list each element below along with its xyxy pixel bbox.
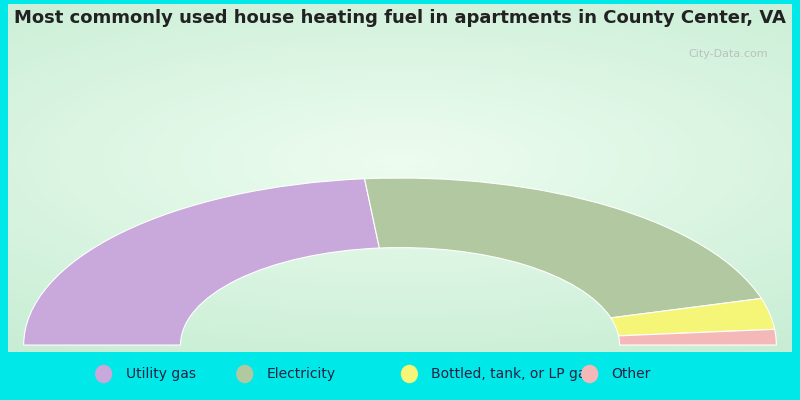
Text: Electricity: Electricity xyxy=(266,367,336,381)
Text: Bottled, tank, or LP gas: Bottled, tank, or LP gas xyxy=(431,367,594,381)
Ellipse shape xyxy=(95,365,112,383)
Wedge shape xyxy=(618,329,776,345)
Ellipse shape xyxy=(236,365,254,383)
Wedge shape xyxy=(24,179,379,345)
Text: Utility gas: Utility gas xyxy=(126,367,195,381)
Ellipse shape xyxy=(581,365,598,383)
Ellipse shape xyxy=(401,365,418,383)
Wedge shape xyxy=(365,178,762,318)
Text: Most commonly used house heating fuel in apartments in County Center, VA: Most commonly used house heating fuel in… xyxy=(14,9,786,27)
Wedge shape xyxy=(611,298,774,336)
Text: City-Data.com: City-Data.com xyxy=(689,49,769,59)
Text: Other: Other xyxy=(612,367,651,381)
